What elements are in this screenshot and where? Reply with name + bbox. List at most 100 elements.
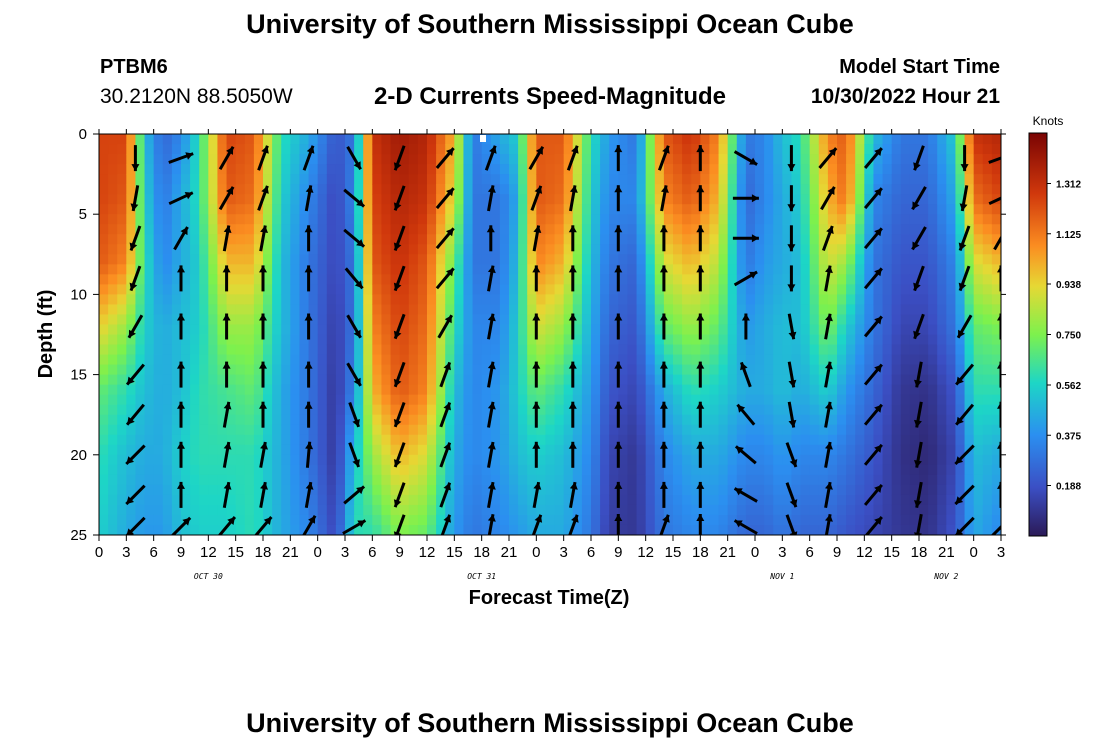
heatmap-cell <box>909 304 920 316</box>
heatmap-cell <box>618 304 629 316</box>
heatmap-cell <box>144 404 155 416</box>
heatmap-cell <box>991 494 1001 506</box>
heatmap-cell <box>572 364 583 376</box>
heatmap-cell <box>855 154 865 165</box>
heatmap-cell <box>162 374 173 386</box>
heatmap-cell <box>345 274 355 285</box>
heatmap-cell <box>363 284 373 296</box>
heatmap-cell <box>554 394 565 406</box>
heatmap-cell <box>354 494 364 506</box>
arrow-head <box>789 531 798 535</box>
heatmap-cell <box>846 254 856 265</box>
heatmap-cell <box>417 294 428 306</box>
heatmap-cell <box>581 314 592 326</box>
heatmap-cell <box>891 304 902 316</box>
heatmap-cell <box>308 494 319 506</box>
heatmap-cell <box>991 254 1001 265</box>
heatmap-cell <box>417 184 428 195</box>
heatmap-cell <box>618 414 629 426</box>
heatmap-cell <box>818 154 829 165</box>
heatmap-cell <box>800 234 811 245</box>
heatmap-cell <box>827 434 838 446</box>
heatmap-cell <box>345 204 355 215</box>
heatmap-cell <box>181 264 191 275</box>
arrow-head <box>787 204 796 212</box>
heatmap-cell <box>682 374 692 386</box>
heatmap-cell <box>162 494 173 506</box>
heatmap-cell <box>153 234 164 245</box>
heatmap-cell <box>317 274 328 285</box>
heatmap-cell <box>855 264 865 275</box>
heatmap-cell <box>335 424 346 436</box>
heatmap-cell <box>162 404 173 416</box>
heatmap-cell <box>791 214 802 225</box>
arrow-head <box>825 401 833 410</box>
current-arrow <box>568 313 577 340</box>
arrow-head <box>352 419 360 427</box>
heatmap-cell <box>755 174 765 185</box>
heatmap-cell <box>290 354 301 366</box>
arrow-head <box>353 377 361 386</box>
heatmap-cell <box>144 334 155 346</box>
heatmap-cell <box>527 524 537 535</box>
heatmap-cell <box>736 494 747 506</box>
heatmap-cell <box>572 264 583 275</box>
heatmap-cell <box>545 294 556 306</box>
heatmap-cell <box>499 374 510 386</box>
heatmap-cell <box>171 324 182 336</box>
heatmap-cell <box>973 154 984 165</box>
heatmap-cell <box>199 304 209 316</box>
heatmap-cell <box>800 444 811 456</box>
heatmap-cell <box>618 154 629 165</box>
heatmap-cell <box>226 304 237 316</box>
heatmap-cell <box>272 504 282 516</box>
heatmap-cell <box>964 464 975 476</box>
heatmap-cell <box>991 344 1001 356</box>
heatmap-cell <box>773 234 783 245</box>
heatmap-cell <box>700 214 711 225</box>
heatmap-cell <box>181 354 191 366</box>
heatmap-cell <box>800 154 811 165</box>
heatmap-cell <box>117 524 127 535</box>
arrow-head <box>305 185 314 193</box>
heatmap-cell <box>217 294 228 306</box>
heatmap-cell <box>554 494 565 506</box>
arrow-shaft <box>993 235 1001 251</box>
heatmap-cell <box>609 144 619 155</box>
heatmap-cell <box>317 294 328 306</box>
heatmap-cell <box>572 404 583 416</box>
heatmap-cell <box>208 494 219 506</box>
heatmap-cell <box>381 374 392 386</box>
heatmap-cell <box>253 474 264 486</box>
heatmap-cell <box>454 354 465 366</box>
heatmap-cell <box>417 134 428 145</box>
heatmap-cell <box>909 184 920 195</box>
heatmap-cell <box>217 414 228 426</box>
heatmap-cell <box>928 164 938 175</box>
heatmap-cell <box>946 324 957 336</box>
heatmap-cell <box>281 184 291 195</box>
heatmap-cell <box>991 474 1001 486</box>
x-tick-label: 21 <box>938 544 955 561</box>
current-arrow <box>787 313 797 340</box>
chart-title: University of Southern Mississippi Ocean… <box>246 9 854 39</box>
heatmap-cell <box>144 484 155 496</box>
heatmap-cell <box>682 234 692 245</box>
heatmap-cell <box>326 434 337 446</box>
heatmap-cell <box>919 404 929 416</box>
current-arrow <box>177 361 185 388</box>
heatmap-cell <box>663 384 674 396</box>
heatmap-cell <box>399 424 410 436</box>
heatmap-cell <box>545 164 556 175</box>
heatmap-cell <box>527 424 537 436</box>
heatmap-cell <box>837 444 847 456</box>
heatmap-cell <box>654 144 665 155</box>
heatmap-cell <box>809 144 820 155</box>
heatmap-cell <box>372 374 383 386</box>
current-arrow <box>254 516 273 535</box>
heatmap-cell <box>472 144 483 155</box>
heatmap-cell <box>773 354 783 366</box>
heatmap-cell <box>509 324 519 336</box>
heatmap-cell <box>272 234 282 245</box>
heatmap-cell <box>745 464 756 476</box>
